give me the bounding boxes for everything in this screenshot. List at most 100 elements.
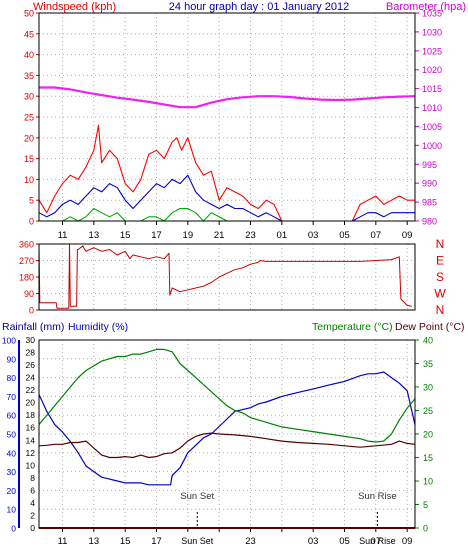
barometer-tick-label: 1030	[422, 27, 442, 37]
sunrise-axis-label: Sun Rise	[359, 536, 396, 546]
humidity-tick-label: 80	[7, 373, 17, 383]
compass-label: N	[436, 237, 445, 251]
rainfall-tick-label: 2	[30, 510, 35, 520]
rainfall-tick-label: 12	[26, 448, 36, 458]
barometer-tick-label: 1010	[422, 103, 442, 113]
wind-time-tick-label: 09	[402, 230, 413, 241]
climate-time-tick-label: 05	[339, 536, 350, 547]
temperature-series-line	[38, 348, 416, 443]
rainfall-tick-label: 10	[26, 460, 36, 470]
rainfall-tick-label: 0	[30, 523, 35, 533]
barometer-series-line	[39, 86, 416, 109]
windspeed-tick-label: 45	[24, 29, 34, 39]
dew_point-series-line	[38, 432, 416, 459]
temperature-tick-label: 20	[423, 430, 433, 440]
temperature-tick-label: 0	[423, 524, 428, 534]
climate-time-tick-label: 13	[89, 536, 100, 547]
wind-time-tick-label: 03	[308, 230, 319, 241]
compass-label: N	[436, 303, 445, 317]
windspeed-axis: 0 5 10 15 20 25 30 35 40 45 50	[24, 9, 39, 227]
wind-time-tick-label: 17	[151, 230, 162, 241]
temperature-tick-label: 30	[423, 383, 433, 393]
rainfall-tick-label: 6	[30, 485, 35, 495]
rainfall-tick-label: 30	[26, 335, 36, 345]
sunset-label: Sun Set	[180, 491, 214, 502]
humidity-tick-label: 70	[7, 392, 17, 402]
compass-label: W	[434, 287, 446, 301]
temperature-tick-label: 25	[423, 406, 433, 416]
climate-panel-grid	[39, 340, 415, 528]
sunset-marker: Sun Set	[180, 491, 214, 527]
climate-panel-frame	[38, 339, 416, 529]
barometer-axis-title: Barometer (hpa)	[386, 1, 466, 13]
temperature-tick-label: 10	[423, 477, 433, 487]
wind-time-tick-label: 23	[245, 230, 256, 241]
climate-time-tick-label: 09	[402, 536, 413, 547]
climate-time-tick-label: 03	[308, 536, 319, 547]
rainfall-tick-label: 4	[30, 498, 35, 508]
rainfall-tick-label: 8	[30, 473, 35, 483]
humidity-tick-label: 60	[7, 411, 17, 421]
wind-time-tick-label: 15	[120, 230, 131, 241]
barometer-tick-label: 1025	[422, 46, 442, 56]
barometer-tick-label: 1035	[422, 9, 442, 19]
direction-tick-label: 180	[19, 273, 34, 283]
wind-time-tick-label: 13	[89, 230, 100, 241]
rainfall-tick-label: 16	[26, 423, 36, 433]
direction-tick-label: 360	[19, 240, 34, 250]
windspeed-tick-label: 20	[24, 133, 34, 143]
chart-title: 24 hour graph day : 01 January 2012	[169, 1, 349, 13]
barometer-tick-label: 985	[422, 198, 437, 208]
humidity-tick-label: 20	[7, 486, 17, 496]
rainfall-tick-label: 24	[26, 373, 36, 383]
barometer-axis: 980 985 990 995 1000 1005 1010 1015 1020 1025 1030…	[415, 9, 442, 227]
windspeed-tick-label: 25	[24, 113, 34, 123]
climate-time-tick-label: 23	[245, 536, 256, 547]
windspeed-tick-label: 5	[29, 196, 34, 206]
rainfall-tick-label: 18	[26, 410, 36, 420]
wind-time-tick-label: 01	[277, 230, 288, 241]
temperature-axis-title: Temperature (°C)	[312, 321, 393, 333]
windspeed-tick-label: 0	[29, 217, 34, 227]
sunset-axis-label: Sun Set	[181, 536, 214, 546]
rainfall-tick-label: 22	[26, 385, 36, 395]
compass-label: E	[436, 254, 444, 268]
windspeed-axis-title: Windspeed (kph)	[33, 1, 116, 13]
barometer-tick-label: 1005	[422, 122, 442, 132]
direction-tick-label: 0	[29, 306, 34, 316]
humidity-tick-label: 50	[7, 430, 17, 440]
compass-label: S	[436, 270, 444, 284]
wind-time-tick-label: 21	[214, 230, 225, 241]
wind-panel-grid	[39, 13, 415, 221]
dew-point-axis-title: Dew Point (°C)	[395, 321, 465, 333]
rainfall-tick-label: 20	[26, 398, 36, 408]
wind-direction-line	[38, 243, 412, 309]
wind-time-tick-label: 05	[339, 230, 350, 241]
direction-tick-label: 90	[24, 289, 34, 299]
wind-time-tick-label: 07	[371, 230, 382, 241]
sunrise-marker: Sun Rise	[358, 491, 397, 527]
sunrise-label: Sun Rise	[358, 491, 397, 502]
wind-panel-frame	[38, 12, 416, 222]
wind-time-tick-label: 19	[183, 230, 194, 241]
barometer-tick-label: 1015	[422, 84, 442, 94]
barometer-tick-label: 1000	[422, 141, 442, 151]
direction-tick-label: 270	[19, 256, 34, 266]
windspeed-tick-label: 10	[24, 175, 34, 185]
humidity-tick-label: 100	[2, 336, 16, 346]
humidity-tick-label: 0	[11, 524, 16, 534]
direction-series	[38, 243, 412, 309]
windspeed-tick-label: 15	[24, 154, 34, 164]
rainfall-tick-label: 14	[26, 435, 36, 445]
humidity-axis-title: Humidity (%)	[68, 321, 128, 333]
temperature-tick-label: 15	[423, 453, 433, 463]
climate-time-tick-label: 17	[151, 536, 162, 547]
rainfall-tick-label: 28	[26, 348, 36, 358]
windspeed-tick-label: 35	[24, 71, 34, 81]
